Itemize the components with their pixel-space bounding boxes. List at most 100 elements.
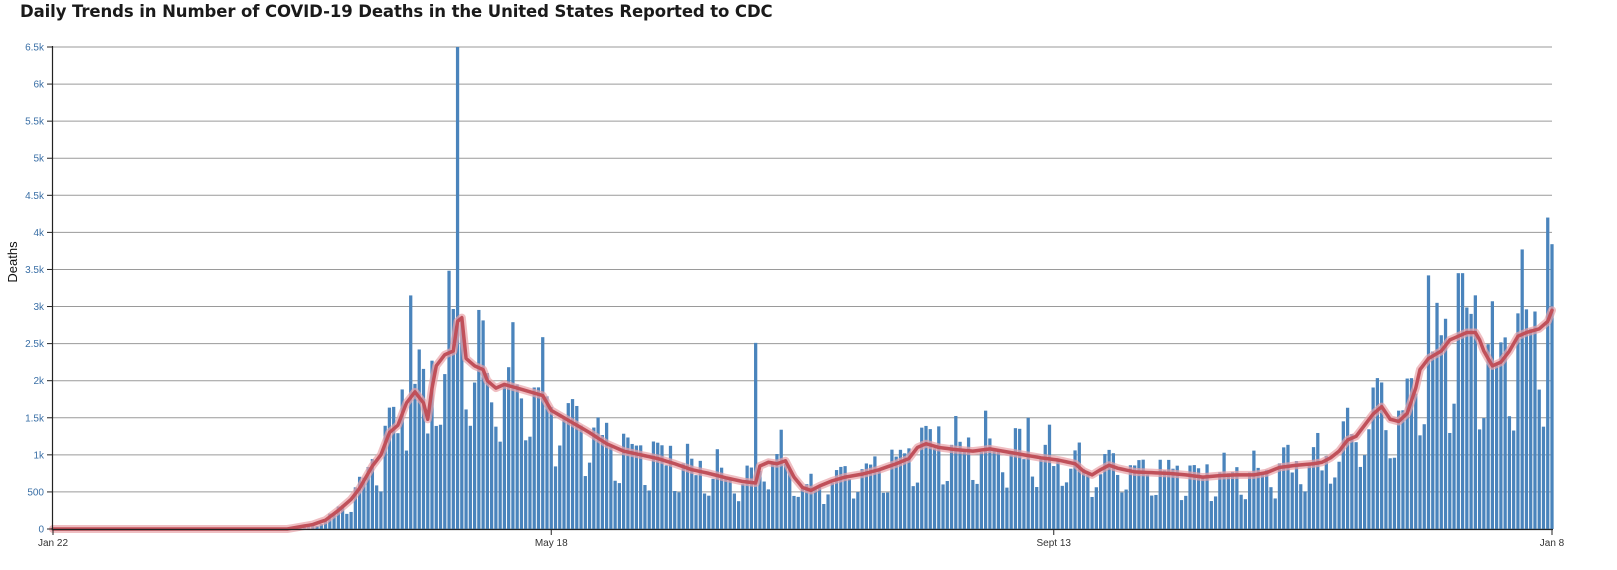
bar [1512,430,1516,529]
bar [817,485,822,529]
bar [1090,496,1094,529]
bar [822,504,826,529]
bar [1167,459,1171,529]
bar [1520,249,1524,529]
bar [622,433,626,529]
bar [400,389,404,529]
bar [1235,467,1239,529]
bar [545,396,549,529]
bar [664,465,668,529]
bar [1324,455,1328,529]
bar [1098,474,1103,529]
bar [617,483,622,529]
bar [1431,351,1435,529]
bar [1507,416,1512,529]
bar [464,409,468,529]
bar [1299,484,1303,529]
bar [1550,244,1554,529]
bar [792,495,796,529]
bar [626,437,630,529]
bar [1465,307,1469,529]
bar [1039,457,1043,529]
bar [1196,468,1201,529]
bar [387,407,392,529]
bar [1269,487,1273,529]
y-tick-label: 6.5k [25,43,45,54]
bar [702,493,707,529]
bar [685,443,690,529]
bar [1179,500,1184,529]
x-tick-label: Sept 13 [1037,538,1072,549]
y-tick-label: 2.5k [25,339,45,350]
bar [962,451,966,529]
bar [549,406,553,529]
bar [1414,393,1418,529]
bar [1316,432,1320,529]
bar [1133,465,1137,529]
bar [660,445,664,529]
y-tick-label: 3.5k [25,265,45,276]
bar [600,435,604,529]
bar [515,384,519,529]
bar [954,415,958,529]
bar [779,429,783,529]
bar [809,473,813,529]
bar [736,501,741,529]
bar [1537,389,1541,529]
bar [604,422,609,529]
bar [502,382,507,529]
bar [1103,454,1107,529]
bar [1341,421,1345,529]
bar [1213,496,1218,529]
bar [1256,467,1260,529]
bar [1077,442,1081,529]
bar [553,466,558,529]
bar [609,444,613,529]
bar [1005,487,1009,529]
axes: 0 500 1k 1.5k 2k 2.5k 3k 3.5k 4k 4.5k 5k 5.5k 6k 6.5k… [25,43,1565,550]
bar [528,436,532,529]
bar [1439,335,1443,529]
bar [1499,342,1503,529]
bar [366,467,370,529]
bar [890,449,894,529]
bar [1047,424,1052,529]
y-tick-label: 2k [33,376,45,387]
bar [336,506,340,529]
bar [864,463,869,529]
bar [1503,337,1507,529]
bar [1358,466,1362,529]
x-tick-label: Jan 8 [1540,538,1565,549]
bar [1111,453,1115,529]
bar [656,442,660,529]
bar [558,445,562,529]
bar [1460,273,1465,529]
bar [1384,430,1388,529]
bar [481,320,485,529]
y-axis-label: Deaths [5,241,20,283]
bar [362,477,366,529]
bar [639,445,643,529]
bar [1282,447,1286,529]
bar [724,477,728,529]
bar [421,368,426,529]
bar [575,405,579,529]
bar [1218,472,1222,529]
bar [438,424,443,529]
bar [1145,474,1150,529]
bar [1248,472,1252,529]
bar [915,482,920,529]
bar [634,445,639,529]
bar [1239,494,1243,529]
bar [1456,273,1460,529]
bar [319,523,323,529]
bar [1243,499,1248,529]
bar [728,478,732,529]
bar [1171,468,1175,529]
bar [707,495,711,529]
bar [1490,301,1495,529]
y-tick-label: 6k [33,80,45,91]
bar [830,482,834,529]
bar [1371,387,1375,529]
bar [1116,474,1120,529]
